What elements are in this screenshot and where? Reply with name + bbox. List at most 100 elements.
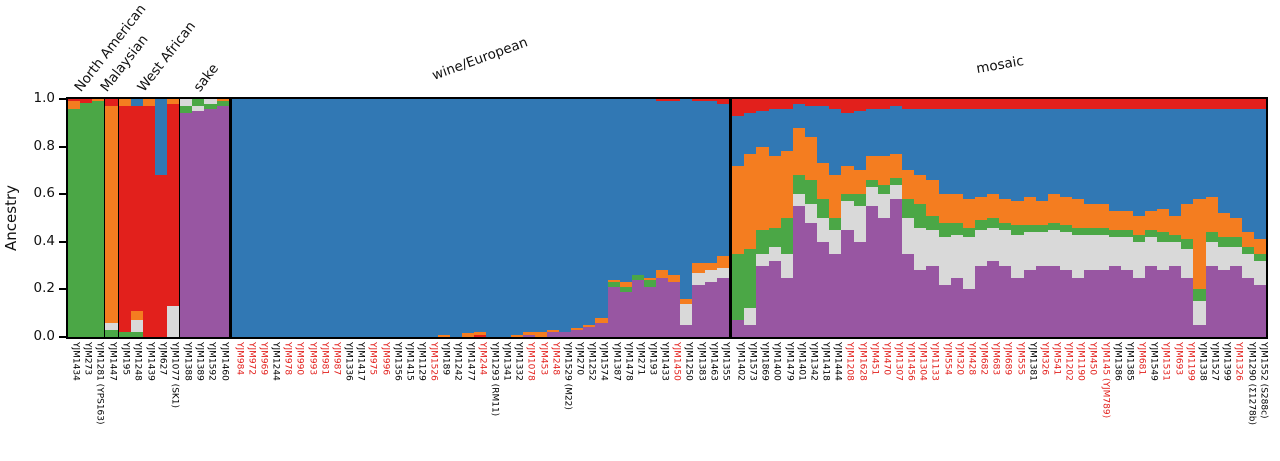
strain-label: YJM1332 bbox=[513, 342, 524, 381]
ancestry-segment-green bbox=[865, 179, 878, 188]
ancestry-segment-red bbox=[1217, 99, 1230, 109]
ancestry-segment-orange bbox=[546, 329, 560, 333]
ancestry-segment-purple bbox=[595, 322, 608, 337]
ancestry-segment-red bbox=[167, 103, 180, 307]
xlabel-cell: YJM1129 bbox=[414, 339, 427, 461]
ancestry-segment-purple bbox=[668, 282, 681, 337]
ancestry-segment-purple bbox=[559, 332, 572, 337]
ancestry-segment-gray bbox=[926, 229, 939, 266]
ancestry-segment-gray bbox=[938, 237, 951, 285]
ancestry-segment-orange bbox=[1169, 215, 1182, 235]
ancestry-segment-orange bbox=[716, 256, 729, 268]
ancestry-segment-purple bbox=[829, 253, 842, 337]
ancestry-segment-orange bbox=[583, 325, 596, 328]
ancestry-segment-green bbox=[1023, 225, 1036, 233]
ancestry-segment-purple bbox=[1217, 270, 1230, 337]
ancestry-segment-red bbox=[68, 99, 81, 102]
ancestry-segment-red bbox=[130, 106, 143, 311]
ancestry-segment-purple bbox=[841, 229, 854, 337]
strain-label: YJM428 bbox=[966, 342, 977, 376]
xlabel-cell: YJM1250 bbox=[682, 339, 694, 461]
strain-label: YJM1381 bbox=[1027, 342, 1038, 381]
strain-label: YJM1078 bbox=[525, 342, 536, 381]
xlabel-cell: YJM1460 bbox=[217, 339, 229, 461]
ancestry-segment-gray bbox=[756, 253, 769, 266]
xlabel-group-sake: YJM1388 YJM1389 YJM1592 YJM1460 bbox=[180, 339, 232, 461]
ancestry-bar bbox=[377, 99, 390, 337]
xlabel-cell: YJM1529 (M22) bbox=[560, 339, 572, 461]
ancestry-bar bbox=[559, 99, 572, 337]
xlabel-cell: YJM1356 bbox=[390, 339, 402, 461]
ancestry-segment-gray bbox=[1132, 241, 1145, 278]
ancestry-segment-blue bbox=[607, 99, 620, 280]
ancestry-segment-orange bbox=[950, 194, 963, 223]
ancestry-segment-red bbox=[1229, 99, 1243, 109]
ancestry-segment-red bbox=[1096, 99, 1109, 109]
ancestry-segment-orange bbox=[1108, 210, 1121, 230]
ancestry-bar bbox=[316, 99, 329, 337]
ancestry-segment-gray bbox=[817, 218, 830, 242]
ancestry-segment-blue bbox=[1047, 108, 1060, 195]
ancestry-bar bbox=[1059, 99, 1073, 337]
ancestry-bar bbox=[105, 99, 118, 337]
strain-label: YJM1628 bbox=[857, 342, 867, 381]
group-header-cell-west-african: West African bbox=[117, 0, 200, 97]
strain-label: YJM1385 bbox=[1124, 342, 1135, 381]
ancestry-segment-green bbox=[792, 175, 805, 195]
strain-label: YJM1281 (YPS163) bbox=[94, 342, 105, 425]
ancestry-segment-orange bbox=[974, 196, 988, 221]
strain-label: YJM1077 (SK1) bbox=[169, 342, 180, 409]
xlabel-cell: YJM1433 bbox=[657, 339, 670, 461]
strain-label: YJM189 bbox=[440, 342, 451, 376]
strain-label: YJM1415 bbox=[404, 342, 415, 381]
ancestry-bar bbox=[631, 99, 644, 337]
strain-label: YJM193 bbox=[647, 342, 658, 376]
ancestry-segment-blue bbox=[1108, 108, 1121, 211]
ancestry-segment-green bbox=[926, 215, 939, 230]
ancestry-segment-blue bbox=[365, 99, 378, 337]
ancestry-segment-orange bbox=[68, 101, 81, 109]
ancestry-segment-purple bbox=[192, 110, 205, 337]
xlabel-cell: YJM1399 bbox=[1220, 339, 1232, 461]
ancestry-bar bbox=[192, 99, 205, 337]
ancestry-bar bbox=[243, 99, 256, 337]
ancestry-bar bbox=[829, 99, 842, 337]
ancestry-segment-purple bbox=[571, 329, 584, 337]
ancestry-segment-green bbox=[914, 203, 927, 228]
ancestry-segment-orange bbox=[130, 310, 143, 321]
strain-label: YJM271 bbox=[635, 342, 646, 376]
ancestry-segment-orange bbox=[1144, 210, 1158, 230]
xlabel-cell: YJM1456 bbox=[903, 339, 916, 461]
ancestry-segment-blue bbox=[974, 108, 988, 197]
xlabel-cell: YJM1463 bbox=[706, 339, 718, 461]
strain-label: YJM693 bbox=[1173, 342, 1184, 376]
strain-label: YJM273 bbox=[82, 342, 93, 376]
ancestry-segment-orange bbox=[938, 194, 951, 223]
ancestry-segment-red bbox=[865, 99, 878, 109]
ancestry-segment-blue bbox=[304, 99, 317, 337]
ancestry-segment-green bbox=[643, 279, 657, 288]
ancestry-segment-orange bbox=[571, 327, 584, 330]
xlabel-cell: YJM1552 (S288c) bbox=[1256, 339, 1268, 461]
ancestry-segment-green bbox=[1035, 225, 1048, 233]
strain-label: YJM470 bbox=[881, 342, 892, 376]
ancestry-segment-orange bbox=[216, 99, 229, 102]
xlabel-cell: YJM1628 bbox=[855, 339, 867, 461]
ancestry-segment-purple bbox=[756, 265, 769, 337]
ancestry-segment-green bbox=[1011, 225, 1024, 235]
ancestry-segment-green bbox=[1254, 253, 1267, 261]
ancestry-segment-gray bbox=[1144, 237, 1158, 266]
ancestry-segment-purple bbox=[744, 325, 757, 337]
strain-label: YJM996 bbox=[380, 342, 391, 376]
xlabel-cell: YJM1400 bbox=[770, 339, 782, 461]
ancestry-segment-gray bbox=[780, 253, 793, 278]
ancestry-segment-green bbox=[105, 329, 118, 337]
ancestry-segment-orange bbox=[1084, 203, 1097, 228]
ancestry-bar bbox=[413, 99, 426, 337]
ancestry-segment-orange bbox=[668, 275, 681, 283]
ancestry-bar bbox=[1108, 99, 1121, 337]
xlabel-cell: YJM1439 bbox=[143, 339, 155, 461]
ancestry-segment-purple bbox=[692, 284, 705, 337]
ancestry-segment-red bbox=[668, 99, 681, 102]
